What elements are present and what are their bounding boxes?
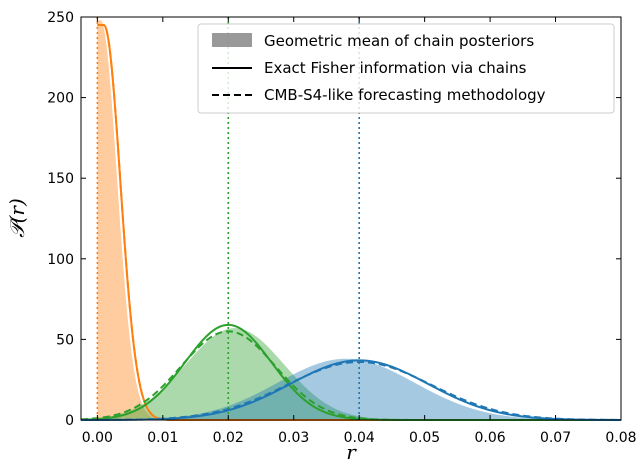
y-tick-label-2: 100 xyxy=(47,252,74,268)
legend-label-solid: Exact Fisher information via chains xyxy=(264,59,527,77)
y-tick-label-3: 150 xyxy=(47,171,74,187)
posterior-fill-2 xyxy=(81,358,621,420)
y-tick-label-5: 250 xyxy=(47,10,74,26)
y-tick-label-4: 200 xyxy=(47,91,74,107)
posterior-fills xyxy=(81,20,622,420)
legend: Geometric mean of chain posteriors Exact… xyxy=(197,23,615,114)
x-tick-label-4: 0.04 xyxy=(344,430,375,446)
y-tick-label-1: 50 xyxy=(56,332,74,348)
legend-label-fill: Geometric mean of chain posteriors xyxy=(264,32,534,50)
x-tick-label-5: 0.05 xyxy=(409,430,440,446)
x-tick-label-6: 0.06 xyxy=(475,430,506,446)
plot-frame xyxy=(80,16,622,421)
y-axis-label: 𝒫(r) xyxy=(5,198,29,238)
x-tick-label-2: 0.02 xyxy=(213,430,244,446)
x-tick-label-7: 0.07 xyxy=(540,430,571,446)
forecast-line-2 xyxy=(80,360,621,421)
x-tick-label-1: 0.01 xyxy=(147,430,178,446)
legend-box xyxy=(197,23,615,114)
posterior-fill-1 xyxy=(81,328,621,420)
legend-label-dashed: CMB-S4-like forecasting methodology xyxy=(264,86,546,104)
true-r-markers xyxy=(96,17,360,420)
legend-swatch-fill xyxy=(212,33,252,47)
axis-ticks: 0.00 0.01 0.02 0.03 0.04 0.05 0.06 0.07 0.08 0 50 1… xyxy=(47,10,636,446)
x-tick-label-8: 0.08 xyxy=(605,430,636,446)
y-tick-label-0: 0 xyxy=(65,413,74,429)
x-tick-label-3: 0.03 xyxy=(278,430,309,446)
x-tick-label-0: 0.00 xyxy=(82,430,113,446)
x-axis-label: r xyxy=(346,440,357,464)
